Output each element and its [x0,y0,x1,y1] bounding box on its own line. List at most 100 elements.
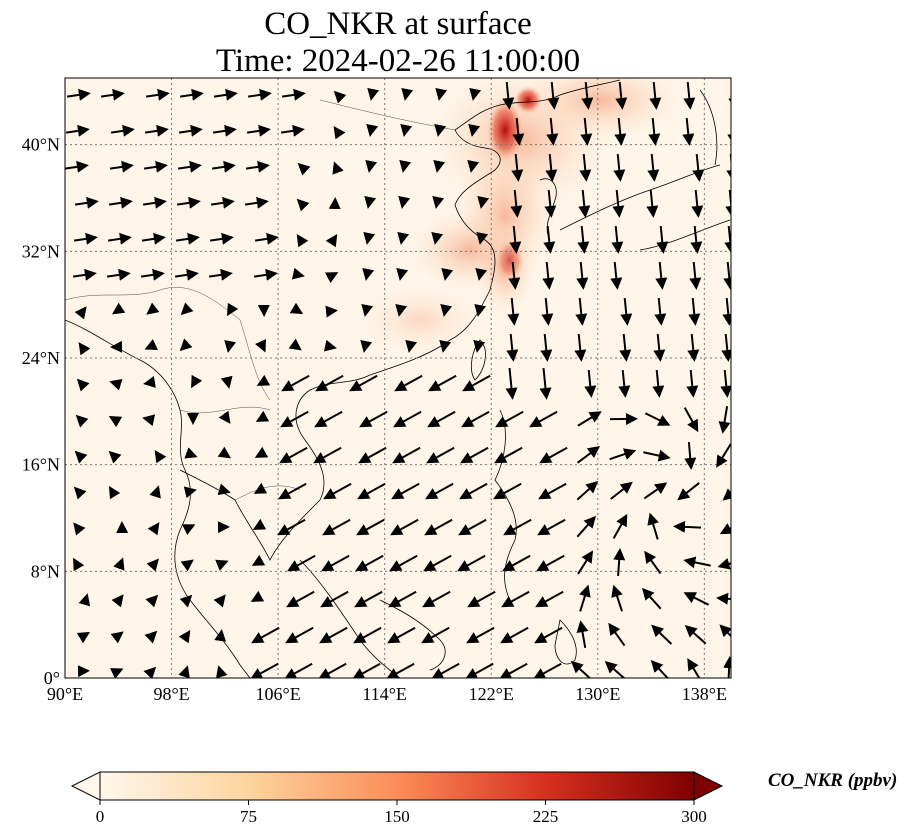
wind-arrow [613,548,626,577]
wind-arrow [280,410,309,428]
lat-tick-label: 8°N [31,561,60,581]
wind-arrow [367,87,380,101]
wind-arrow [716,592,731,605]
wind-arrow [643,482,668,500]
wind-arrow [217,446,231,459]
wind-arrow [506,333,519,362]
wind-arrow [716,443,731,468]
wind-arrow [178,665,190,678]
wind-arrow [577,225,590,254]
wind-arrow [74,450,88,464]
lat-tick-label: 32°N [22,241,60,261]
wind-arrow [576,620,589,648]
wind-arrow [441,267,454,281]
wind-arrow [505,367,518,400]
wind-arrow [357,482,386,500]
wind-arrow [224,339,237,353]
wind-arrow [581,81,594,110]
wind-arrow [245,160,270,173]
wind-arrow [686,369,699,398]
wind-arrow [612,189,625,218]
wind-arrow [106,268,131,281]
wind-arrow [191,374,203,389]
wind-arrow [254,232,279,245]
wind-arrow [576,261,589,290]
wind-arrow [391,482,420,500]
wind-arrow [74,306,87,320]
wind-arrow [180,302,194,316]
wind-arrow [507,297,520,326]
wind-arrow [395,303,408,317]
wind-arrow [73,232,98,245]
wind-arrow [500,626,529,644]
wind-arrow [722,297,731,326]
wind-arrow [140,268,165,281]
wind-arrow [655,261,668,290]
wind-arrow [320,590,349,608]
wind-arrow [110,631,124,644]
wind-arrow [688,297,701,326]
wind-arrow [544,189,557,218]
wind-arrow [65,124,90,137]
wind-arrow [614,117,627,146]
wind-arrow [180,559,194,572]
wind-arrow [289,302,304,315]
wind-arrow [393,410,422,428]
wind-arrow [611,225,624,254]
colorbar: 0 75 150 225 300 [70,771,724,826]
wind-arrow [250,662,279,678]
wind-arrow [717,558,731,570]
wind-arrow [313,446,342,464]
wind-arrow [319,626,348,644]
wind-arrow [643,449,671,462]
wind-arrow [321,554,350,572]
wind-arrow [394,374,423,392]
longitude-ticks: 90°E 98°E 106°E 114°E 122°E 130°E 138°E [47,684,727,704]
wind-arrow [291,267,305,280]
wind-arrow [178,124,203,137]
wind-arrow [469,87,482,101]
wind-arrow [425,482,454,500]
wind-arrow [176,196,201,209]
wind-arrow [146,558,159,572]
wind-arrow [728,97,731,110]
wind-arrow [577,411,602,427]
wind-arrow [73,522,86,536]
lon-tick-label: 98°E [153,684,189,704]
wind-arrow [147,522,160,536]
wind-arrow [296,233,309,248]
wind-arrow [318,662,347,678]
latitude-ticks: 0° 8°N 16°N 24°N 32°N 40°N [22,135,60,688]
wind-arrow [608,622,626,647]
wind-arrow [362,267,375,281]
wind-arrow [76,631,91,644]
wind-arrow [325,305,338,318]
wind-arrow [723,656,731,678]
wind-arrow [462,374,491,392]
wind-arrow [386,662,415,678]
wind-arrow [397,231,410,245]
wind-arrow [542,261,555,290]
wind-arrow [388,590,417,608]
colorbar-tick-label: 150 [384,807,410,826]
wind-arrow [285,626,314,644]
wind-arrow [467,159,480,173]
colorbar-tick-label: 300 [681,807,707,826]
map-background [65,78,731,678]
wind-arrow [244,196,269,209]
wind-arrow [677,482,700,501]
wind-arrow [323,339,337,352]
wind-arrow [547,81,560,110]
wind-arrow [656,225,669,254]
wind-arrow [333,90,347,104]
wind-arrow [618,369,631,398]
wind-arrow [349,374,378,392]
wind-arrow [356,518,385,536]
wind-arrow [613,153,626,182]
wind-arrow [511,153,524,182]
wind-arrow [209,232,234,245]
lon-tick-label: 114°E [362,684,407,704]
lon-tick-label: 90°E [47,684,83,704]
wind-arrow [255,410,270,422]
